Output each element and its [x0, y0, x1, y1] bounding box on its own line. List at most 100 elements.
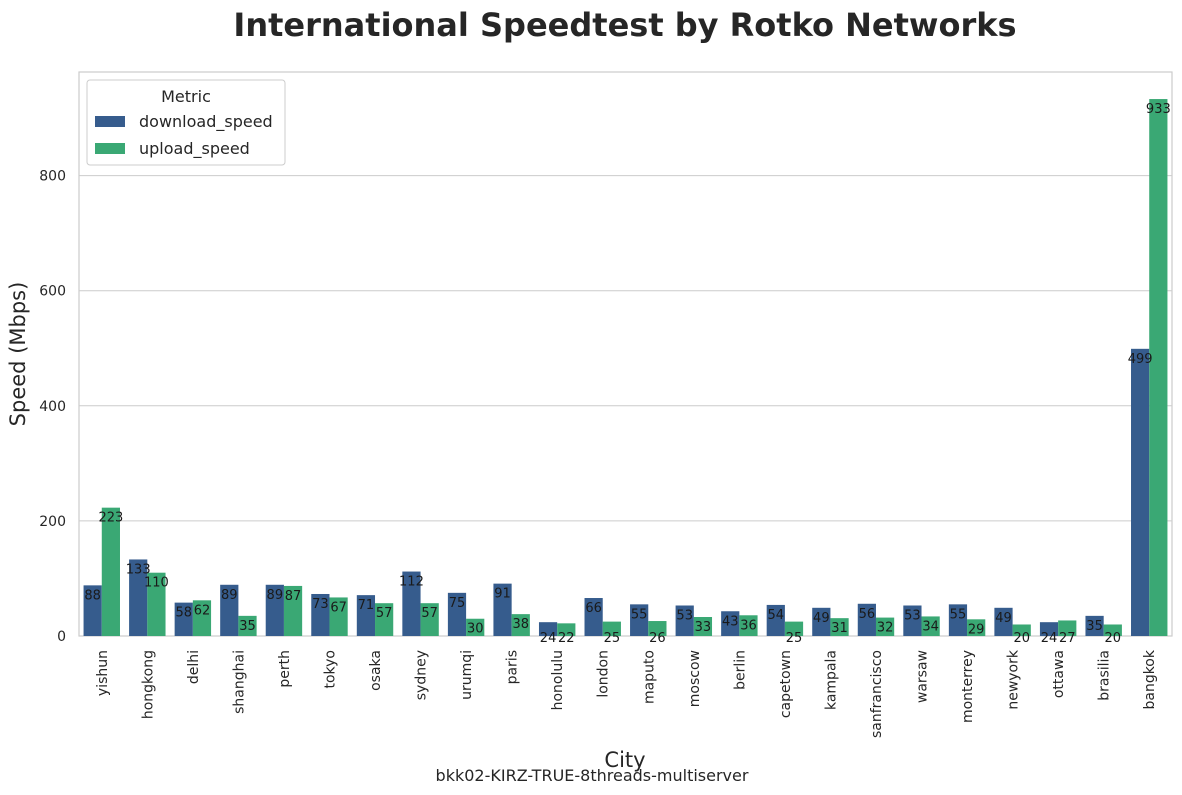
x-tick-label-urumqi: urumqi [459, 650, 475, 700]
bar-label-upload_speed-perth: 87 [285, 589, 302, 604]
x-tick-label-tokyo: tokyo [322, 650, 338, 689]
y-axis-label: Speed (Mbps) [6, 282, 30, 427]
bar-label-upload_speed-berlin: 36 [740, 618, 757, 633]
bar-label-upload_speed-newyork: 20 [1013, 631, 1030, 646]
bar-download_speed-yishun [83, 585, 102, 636]
bar-download_speed-ottawa [1039, 622, 1059, 636]
legend-swatch-download_speed [95, 116, 125, 127]
bar-label-upload_speed-sydney: 57 [421, 606, 438, 621]
y-tick-label: 200 [39, 514, 66, 530]
bar-download_speed-tokyo [311, 593, 330, 636]
bar-upload_speed-capetown [784, 621, 804, 636]
bar-download_speed-sydney [402, 571, 421, 636]
bar-label-download_speed-newyork: 49 [995, 611, 1012, 626]
bar-upload_speed-honolulu [557, 623, 576, 636]
bar-upload_speed-sanfrancisco [875, 617, 895, 636]
footnote: bkk02-KIRZ-TRUE-8threads-multiserver [436, 766, 749, 785]
bar-download_speed-delhi [174, 602, 193, 636]
bar-download_speed-perth [265, 584, 284, 636]
x-tick-label-capetown: capetown [778, 650, 794, 718]
bar-download_speed-paris [493, 583, 512, 636]
bar-label-download_speed-honolulu: 24 [540, 631, 557, 646]
legend-swatch-upload_speed [95, 143, 125, 154]
x-tick-label-honolulu: honolulu [550, 650, 566, 710]
bar-download_speed-moscow [675, 605, 694, 636]
bar-upload_speed-bangkok [1149, 99, 1168, 637]
x-axis-ticks: yishun hongkong delhi shanghai perth tokyo osa… [95, 649, 1158, 738]
bar-download_speed-warsaw [903, 605, 922, 636]
legend-label-download_speed: download_speed [139, 112, 273, 132]
bar-label-download_speed-berlin: 43 [722, 614, 739, 629]
bar-label-download_speed-monterrey: 55 [950, 607, 967, 622]
x-tick-label-newyork: newyork [1006, 649, 1022, 710]
bar-upload_speed-hongkong [147, 572, 166, 636]
bar-label-download_speed-hongkong: 133 [126, 562, 151, 577]
x-tick-label-brasilia: brasilia [1097, 650, 1113, 701]
bar-label-upload_speed-capetown: 25 [786, 631, 803, 646]
x-tick-label-moscow: moscow [687, 650, 703, 707]
bar-upload_speed-maputo [648, 621, 667, 636]
bar-download_speed-brasilia [1085, 615, 1104, 636]
bar-download_speed-urumqi [447, 592, 467, 636]
bar-upload_speed-london [602, 621, 621, 636]
bar-download_speed-monterrey [948, 604, 968, 636]
y-tick-label: 800 [39, 169, 66, 185]
bar-upload_speed-berlin [739, 615, 758, 636]
x-axis-label: City [604, 748, 645, 772]
bar-label-download_speed-paris: 91 [494, 587, 511, 602]
bar-label-download_speed-osaka: 71 [358, 598, 375, 613]
x-tick-label-warsaw: warsaw [915, 650, 931, 703]
bar-label-download_speed-delhi: 58 [175, 606, 192, 621]
bar-label-download_speed-urumqi: 75 [449, 596, 466, 611]
bar-label-upload_speed-delhi: 62 [194, 603, 211, 618]
x-tick-label-sydney: sydney [414, 650, 430, 700]
bar-label-download_speed-ottawa: 24 [1041, 631, 1058, 646]
x-tick-label-delhi: delhi [186, 650, 202, 684]
bar-upload_speed-brasilia [1103, 624, 1122, 636]
y-tick-label: 0 [57, 629, 66, 645]
plot-frame [78, 71, 1173, 637]
bar-label-download_speed-tokyo: 73 [312, 597, 329, 612]
x-tick-label-berlin: berlin [732, 650, 748, 690]
bar-download_speed-shanghai [220, 584, 239, 636]
y-axis-ticks: 0 200 400 600 800 [39, 169, 66, 645]
legend-title: Metric [161, 87, 211, 106]
legend-label-upload_speed: upload_speed [139, 139, 250, 159]
bar-upload_speed-moscow [693, 617, 713, 636]
bar-download_speed-bangkok [1131, 348, 1150, 636]
bar-download_speed-berlin [721, 611, 740, 636]
legend: Metric download_speed upload_speed [86, 79, 286, 166]
bar-upload_speed-paris [511, 614, 530, 636]
bar-upload_speed-newyork [1012, 624, 1031, 636]
bar-download_speed-osaka [356, 595, 376, 636]
bars [83, 99, 1168, 637]
y-tick-label: 600 [39, 284, 66, 300]
bar-label-download_speed-bangkok: 499 [1128, 352, 1153, 367]
bar-download_speed-newyork [994, 607, 1013, 636]
bar-label-upload_speed-bangkok: 933 [1146, 102, 1171, 117]
x-tick-label-ottawa: ottawa [1051, 650, 1067, 698]
bar-label-download_speed-london: 66 [585, 601, 602, 616]
bar-download_speed-hongkong [129, 559, 148, 636]
bar-label-upload_speed-warsaw: 34 [922, 619, 939, 634]
x-tick-label-sanfrancisco: sanfrancisco [869, 650, 885, 738]
x-tick-label-paris: paris [505, 650, 521, 684]
x-tick-label-perth: perth [277, 650, 293, 688]
bar-label-upload_speed-maputo: 26 [649, 631, 666, 646]
bar-label-download_speed-shanghai: 89 [221, 588, 238, 603]
bar-upload_speed-perth [283, 585, 303, 636]
bar-upload_speed-tokyo [329, 597, 348, 636]
gridlines [79, 175, 1172, 637]
bar-label-upload_speed-london: 25 [604, 631, 621, 646]
bar-label-upload_speed-osaka: 57 [376, 606, 393, 621]
bar-upload_speed-kampala [830, 618, 849, 636]
bar-upload_speed-shanghai [238, 615, 257, 636]
bar-label-upload_speed-paris: 38 [512, 617, 529, 632]
bar-upload_speed-yishun [101, 507, 120, 636]
bar-label-download_speed-kampala: 49 [813, 611, 830, 626]
bar-upload_speed-ottawa [1058, 620, 1077, 636]
bar-label-upload_speed-hongkong: 110 [144, 576, 169, 591]
bar-label-upload_speed-yishun: 223 [98, 511, 123, 526]
